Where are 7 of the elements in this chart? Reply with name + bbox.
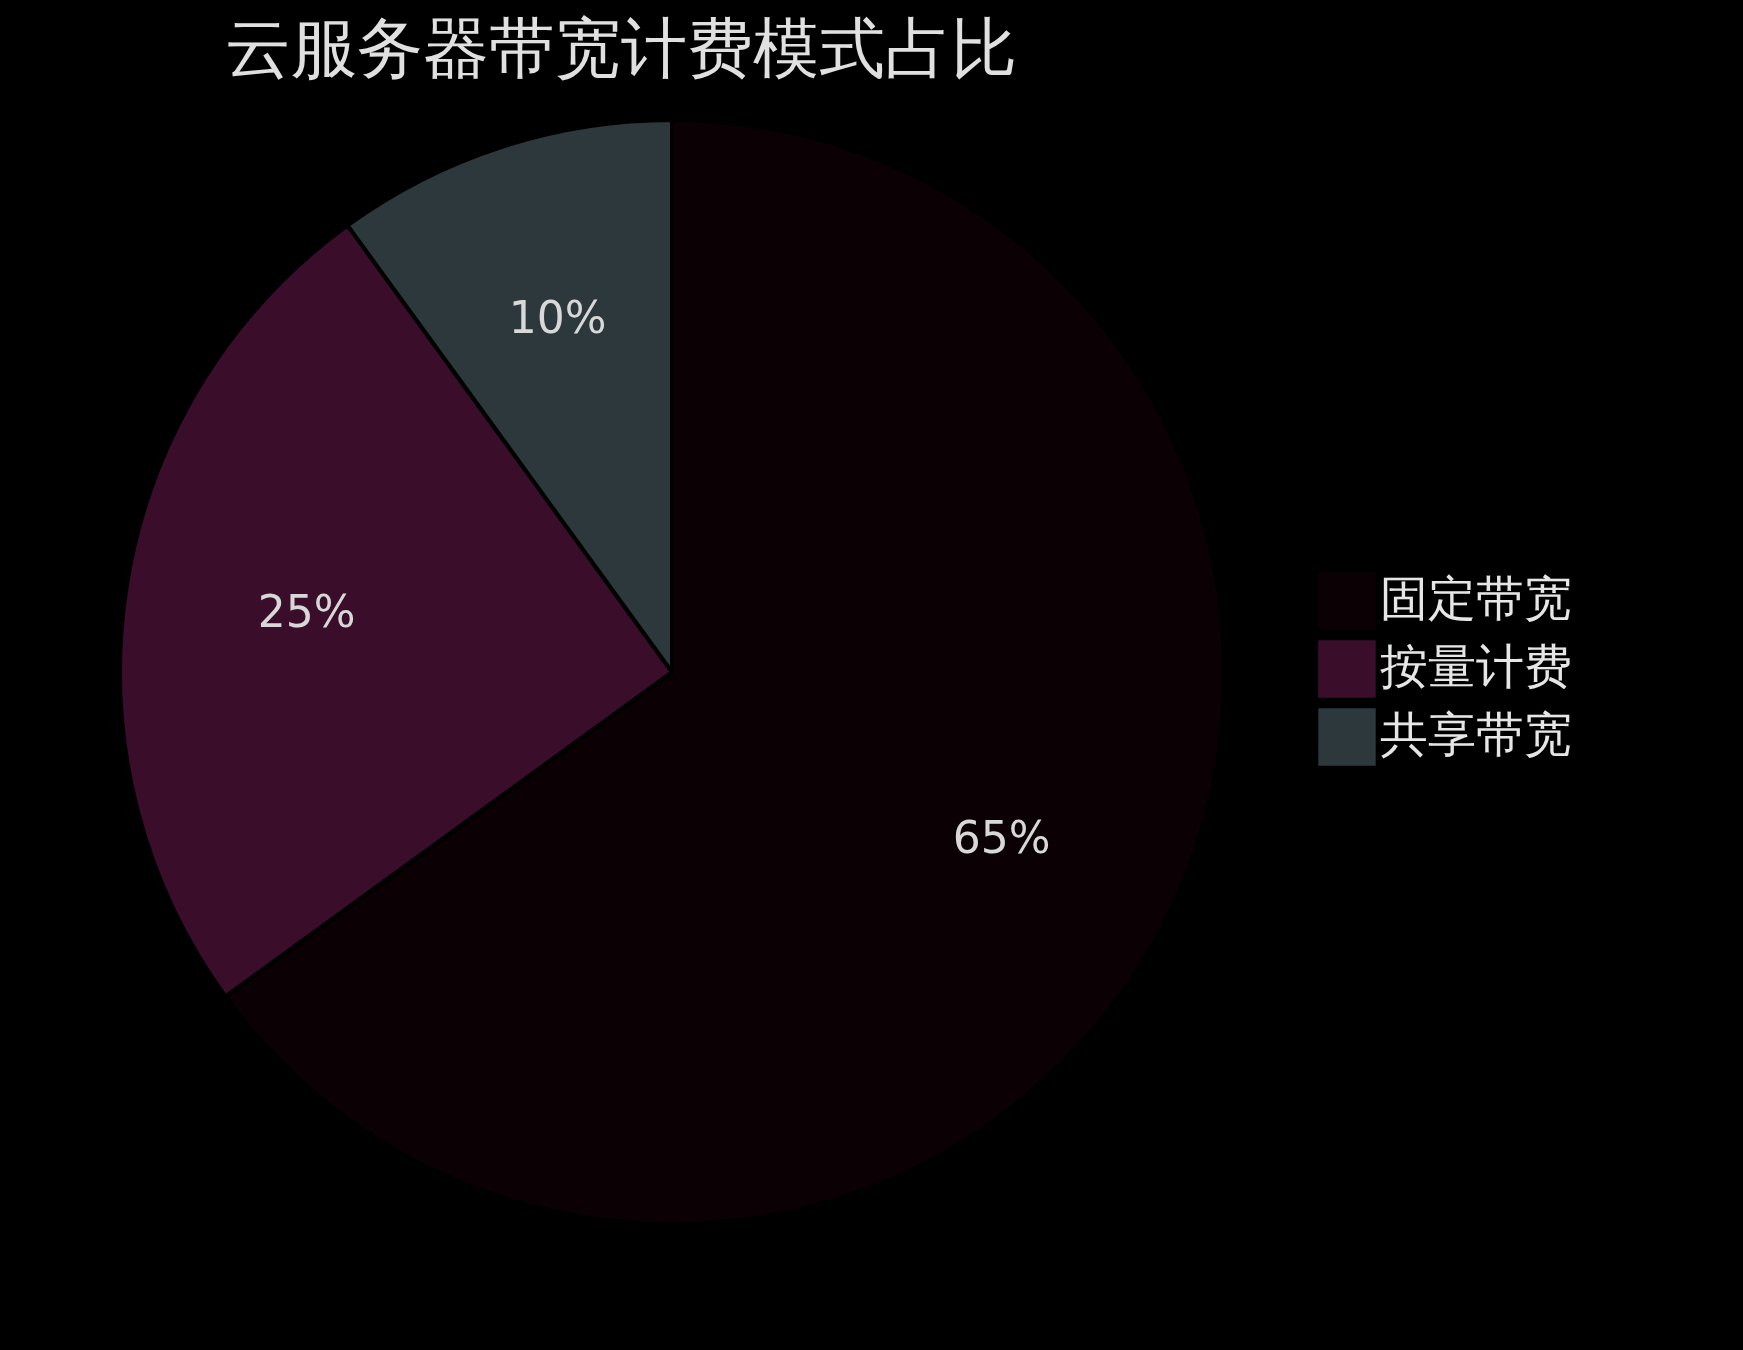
data-label: 65% xyxy=(952,811,1051,863)
data-label: 25% xyxy=(257,586,356,638)
legend-label: 共享带宽 xyxy=(1380,706,1572,762)
data-label: 10% xyxy=(508,292,607,344)
chart-title: 云服务器带宽计费模式占比 xyxy=(225,10,1017,87)
legend-label: 固定带宽 xyxy=(1380,570,1572,626)
legend-label: 按量计费 xyxy=(1380,638,1572,694)
